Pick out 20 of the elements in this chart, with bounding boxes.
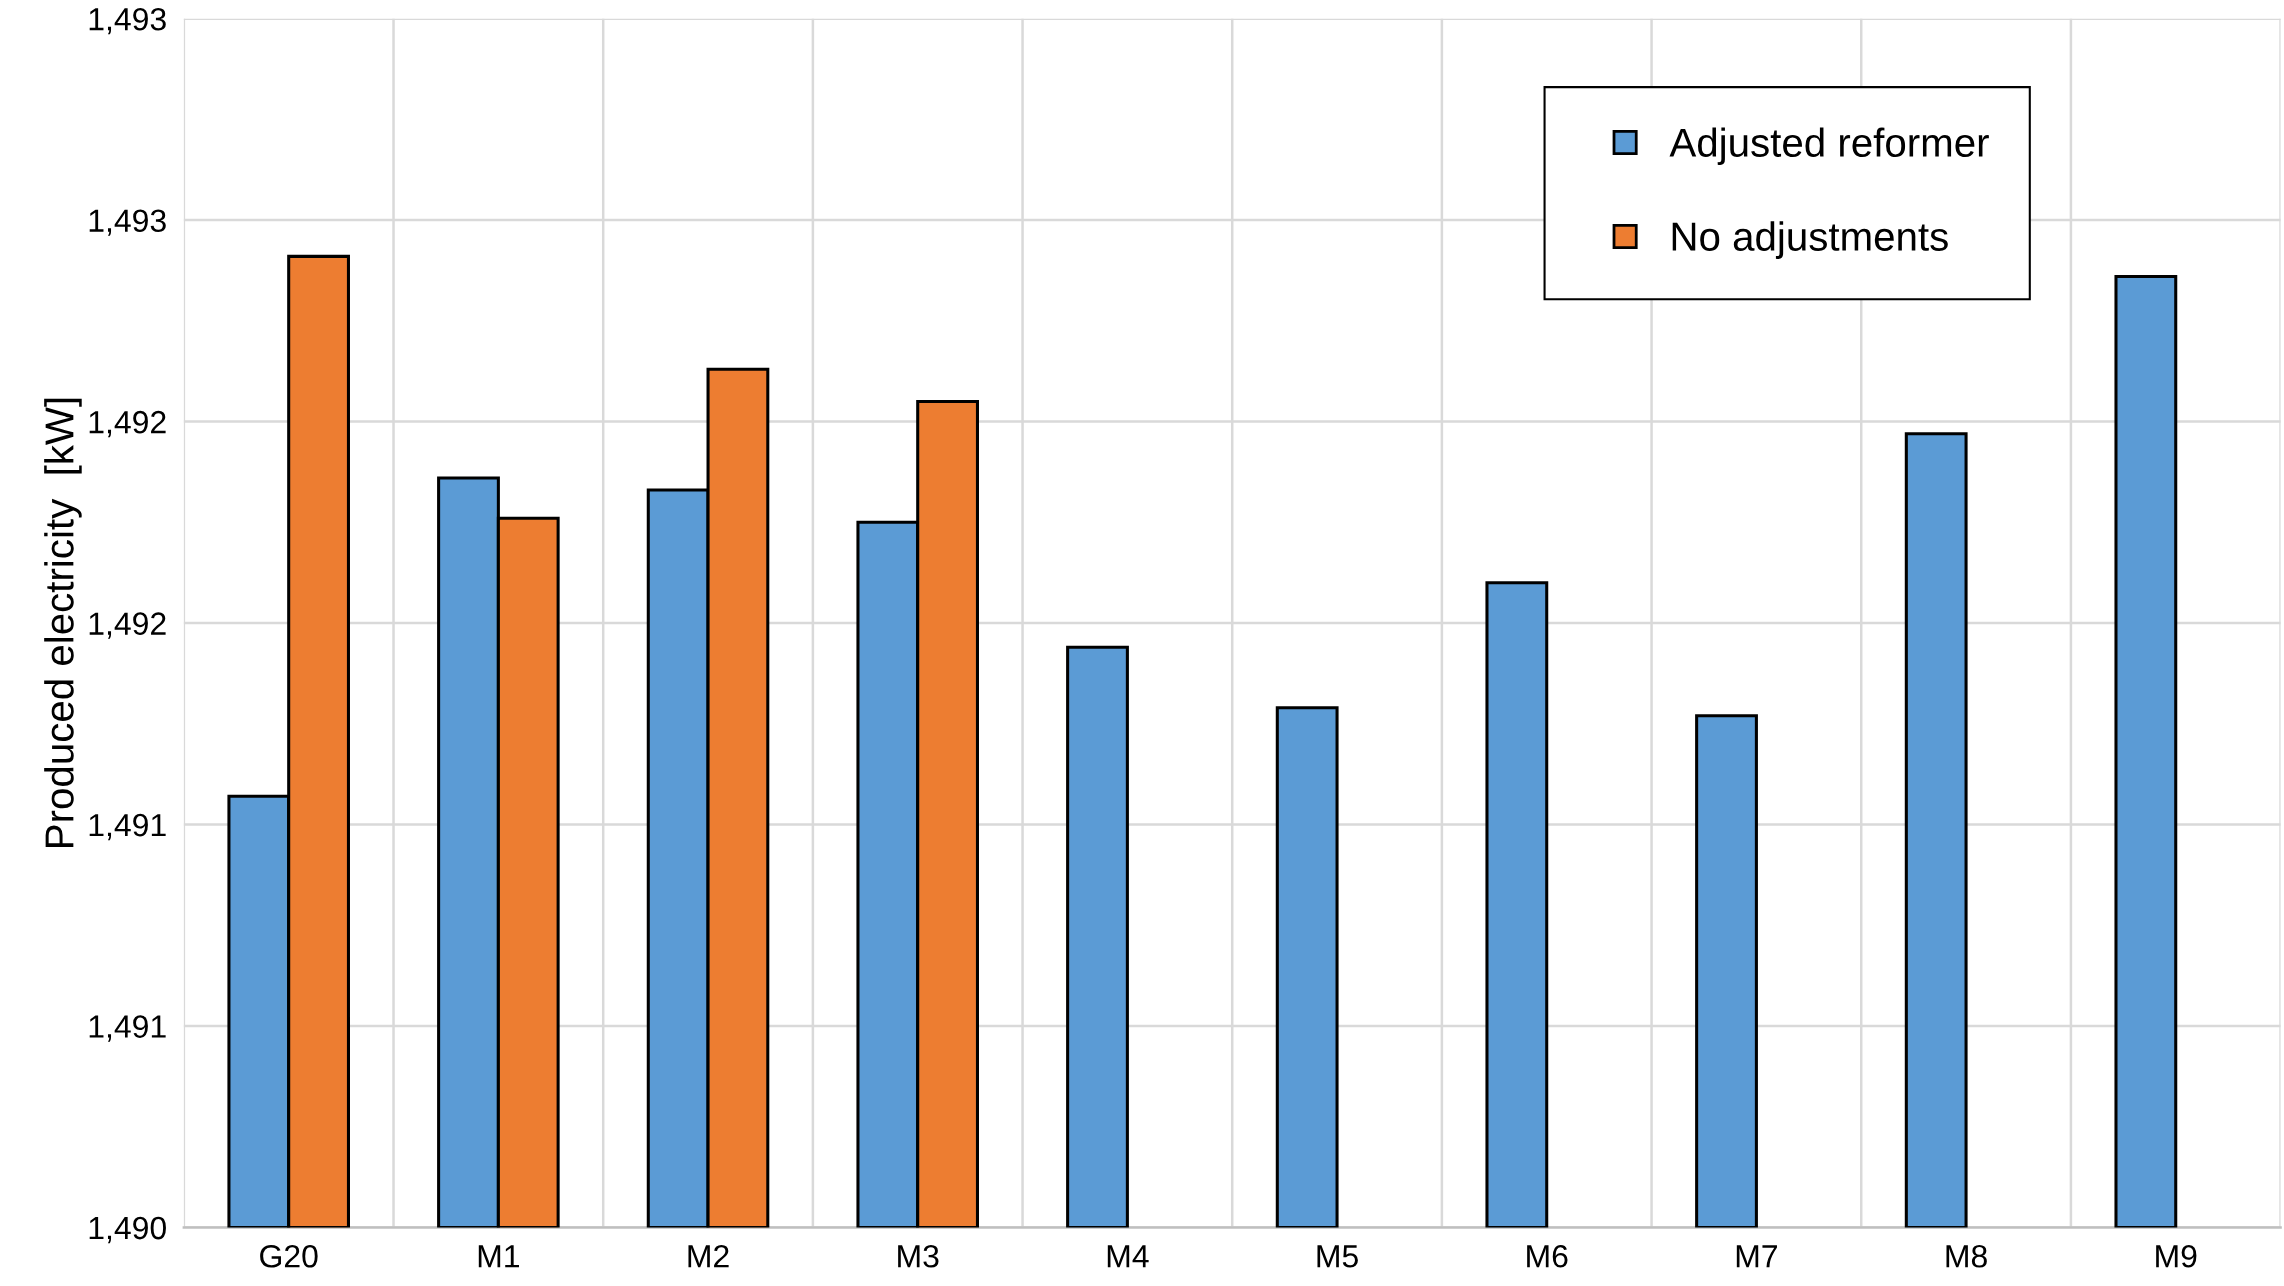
y-tick-label: 1,493 xyxy=(89,209,166,236)
y-tick-label: 1,493 xyxy=(89,7,166,35)
y-tick-label: 1,491 xyxy=(89,813,166,841)
y-tick-label: 1,491 xyxy=(89,1015,166,1042)
y-tick-label: 1,492 xyxy=(89,612,166,639)
x-tick-label: M6 xyxy=(1527,1245,1568,1268)
y-tick-label: 1,490 xyxy=(89,1216,166,1244)
x-tick-label: M5 xyxy=(1317,1245,1358,1268)
y-axis-title: Produced electricity [kW] xyxy=(44,398,82,847)
legend-label: Adjusted reformer xyxy=(1669,127,1989,165)
x-tick-label: M3 xyxy=(898,1245,939,1268)
x-tick-label: M1 xyxy=(478,1245,519,1268)
x-tick-label: M2 xyxy=(688,1245,729,1268)
x-tick-label: G20 xyxy=(260,1245,318,1268)
x-tick-label: M9 xyxy=(2156,1245,2197,1268)
x-tick-label: M8 xyxy=(1946,1245,1987,1268)
x-tick-label: M7 xyxy=(1736,1245,1777,1268)
x-tick-label: M4 xyxy=(1107,1245,1149,1268)
legend-label: No adjustments xyxy=(1672,221,1948,259)
y-tick-label: 1,492 xyxy=(89,410,166,438)
